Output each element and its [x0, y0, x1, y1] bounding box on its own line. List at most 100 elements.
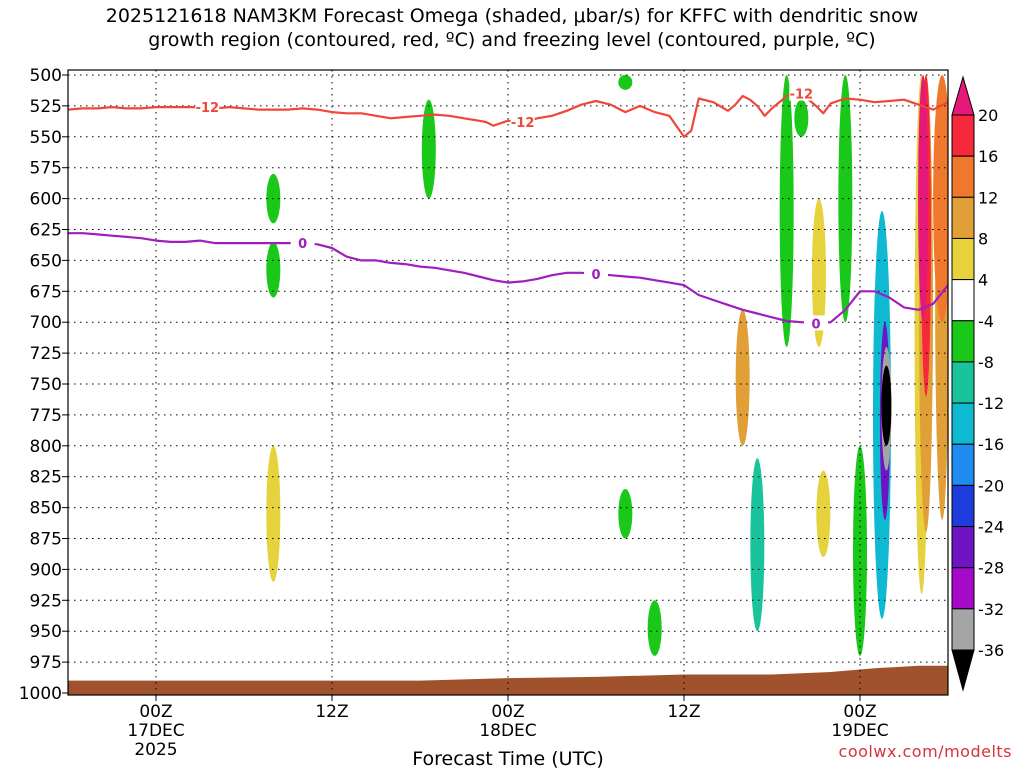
y-tick-label: 875: [30, 530, 62, 550]
colorbar-bin: [951, 237, 975, 281]
colorbar-bin: [951, 567, 975, 610]
colorbar-label: 8: [978, 229, 988, 248]
y-tick-label: 925: [30, 591, 62, 611]
colorbar-label: -4: [978, 312, 994, 331]
colorbar-label: -36: [978, 641, 1004, 660]
x-tick-date: 18DEC: [479, 721, 536, 741]
omega-region: [266, 445, 281, 582]
omega-region: [266, 241, 281, 298]
omega-region: [779, 75, 794, 347]
x-tick-date: 19DEC: [831, 721, 888, 741]
colorbar-label: -28: [978, 559, 1004, 578]
contour-label: 0: [591, 268, 600, 283]
y-tick-label: 825: [30, 468, 62, 488]
colorbar-bin: [951, 155, 975, 198]
colorbar-bin: [951, 279, 975, 322]
colorbar-label: 12: [978, 188, 998, 207]
colorbar-label: -20: [978, 476, 1004, 495]
x-tick-label: 00Z: [843, 702, 876, 722]
x-tick-label: 00Z: [139, 702, 172, 722]
contour-label-bg: [195, 99, 220, 115]
omega-shading: [266, 75, 948, 656]
colorbar-bin: [951, 196, 975, 239]
y-tick-label: 675: [30, 282, 62, 302]
title-line-2: growth region (contoured, red, ºC) and f…: [148, 29, 876, 51]
y-tick-label: 975: [30, 653, 62, 673]
x-tick-year: 2025: [134, 740, 177, 760]
colorbar-bin: [951, 608, 975, 651]
colorbar-bin: [951, 114, 975, 157]
title-line-1: 2025121618 NAM3KM Forecast Omega (shaded…: [105, 5, 919, 27]
y-tick-label: 900: [30, 560, 62, 580]
omega-region: [838, 75, 853, 323]
y-tick-label: 775: [30, 406, 62, 426]
contour-label-bg: [584, 265, 608, 281]
y-tick-label: 625: [30, 221, 62, 241]
colorbar-extend-top: [951, 75, 975, 116]
colorbar-label: -24: [978, 518, 1004, 537]
contour-label-bg: [510, 113, 535, 129]
colorbar-label: -16: [978, 435, 1004, 454]
omega-region: [816, 470, 831, 558]
x-tick-label: 12Z: [667, 702, 700, 722]
y-tick-label: 800: [30, 437, 62, 457]
chart-title: 2025121618 NAM3KM Forecast Omega (shaded…: [0, 4, 1024, 52]
y-tick-label: 550: [30, 128, 62, 148]
colorbar-bin: [951, 361, 975, 404]
y-tick-label: 575: [30, 159, 62, 179]
y-tick-label: 700: [30, 313, 62, 333]
omega-region: [618, 489, 633, 539]
omega-region: [647, 600, 662, 656]
contour-label: 0: [298, 237, 307, 252]
contour-label: -12: [511, 116, 535, 131]
y-tick-label: 600: [30, 190, 62, 210]
colorbar-label: -12: [978, 394, 1004, 413]
watermark: coolwx.com/modelts: [838, 742, 1012, 761]
colorbar-label: 16: [978, 147, 998, 166]
terrain-fill: [68, 665, 948, 695]
colorbar-bin: [951, 402, 975, 445]
colorbar-bin: [951, 484, 975, 528]
y-tick-label: 725: [30, 344, 62, 364]
colorbar-label: 20: [978, 106, 998, 125]
y-tick-label: 750: [30, 375, 62, 395]
y-tick-label: 650: [30, 251, 62, 271]
y-tick-label: 850: [30, 499, 62, 519]
colorbar: 20 16 12 8 4 -4 -8 -12 -16 -20 -24 -28 -32 -36: [951, 75, 1004, 692]
omega-region: [750, 458, 765, 632]
contour-label-bg: [290, 235, 315, 251]
omega-region: [811, 198, 826, 347]
y-tick-label: 950: [30, 622, 62, 642]
grid-lines: [68, 70, 948, 695]
y-tick-label: 500: [30, 66, 62, 86]
colorbar-bin: [951, 526, 975, 569]
omega-region: [735, 309, 750, 446]
omega-region: [794, 99, 809, 137]
omega-region: [618, 75, 633, 90]
contour-lines: -12 -12 -12 0 0 0: [68, 85, 948, 332]
contour-label-bg: [804, 315, 828, 331]
contour-label: -12: [790, 88, 814, 103]
colorbar-bin: [951, 320, 975, 363]
x-axis-label: Forecast Time (UTC): [412, 748, 603, 768]
contour-label-bg: [789, 85, 814, 101]
omega-region: [421, 99, 436, 199]
colorbar-extend-bottom: [951, 649, 975, 692]
x-tick-label: 00Z: [491, 702, 524, 722]
y-tick-label: 525: [30, 97, 62, 117]
contour-label: 0: [811, 317, 820, 332]
colorbar-label: 4: [978, 271, 988, 290]
omega-region: [881, 365, 892, 446]
x-tick-label: 12Z: [315, 702, 348, 722]
colorbar-label: -8: [978, 353, 994, 372]
colorbar-label: -32: [978, 600, 1004, 619]
colorbar-bin: [951, 443, 975, 486]
y-axis: 500 525 550 575 600 625 650 675 700 725 750 775 800 8…: [19, 66, 68, 704]
contour-line: [68, 232, 948, 325]
surface-terrain: [68, 665, 948, 695]
contour-label: -12: [196, 101, 220, 116]
x-tick-date: 17DEC: [127, 721, 184, 741]
y-tick-label: 1000: [19, 684, 62, 704]
